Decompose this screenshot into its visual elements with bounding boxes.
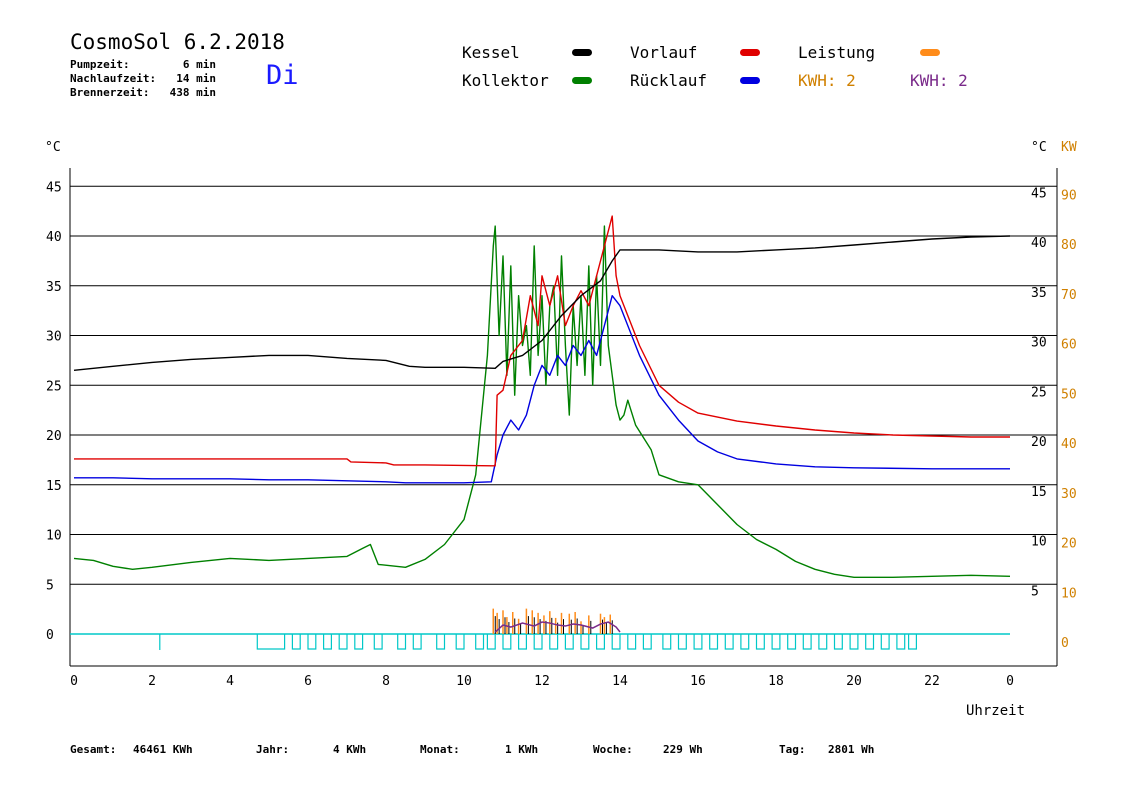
series-line-kollektor [73,225,1011,578]
x-tick-label: 6 [304,674,312,689]
footer-tag-label: Tag: [779,743,806,756]
footer-woche-value: 229 Wh [663,743,703,756]
y2-tick-label: 40 [1031,236,1047,251]
info-pumpzeit-value: 6 min [182,58,216,71]
legend-vorlauf-label: Vorlauf [630,43,698,62]
kw-tick-label: 80 [1061,238,1077,253]
pump-pulses [256,634,917,650]
footer-jahr-label: Jahr: [256,743,290,756]
kw-tick-label: 20 [1061,537,1077,552]
footer-monat-label: Monat: [420,743,460,756]
x-tick-label: 18 [768,674,784,689]
x-tick-label: 8 [382,674,390,689]
y-tick-label: 35 [46,280,62,295]
x-axis-label: Uhrzeit [966,703,1025,719]
x-tick-label: 10 [456,674,472,689]
kw-tick-label: 90 [1061,188,1077,203]
y2-tick-label: 5 [1031,584,1039,599]
legend-kwh-2: KWH: 2 [910,71,968,90]
y-axis-unit-right: °C [1031,140,1047,155]
legend-kessel-label: Kessel [462,43,520,62]
page-title: CosmoSol 6.2.2018 [70,30,285,54]
kw-tick-label: 30 [1061,487,1077,502]
x-tick-label: 0 [70,674,78,689]
kw-tick-label: 40 [1061,437,1077,452]
info-nachlaufzeit-label: Nachlaufzeit: [70,72,157,85]
legend-kessel-swatch [572,49,592,56]
legend-kwh-1: KWH: 2 [798,71,856,90]
legend-vorlauf-swatch [740,49,760,56]
kw-axis-unit: KW [1061,140,1077,155]
x-tick-label: 16 [690,674,706,689]
series-line-kessel [73,235,1011,371]
x-tick-label: 0 [1006,674,1014,689]
legend-ruecklauf-swatch [740,77,760,84]
footer-tag-value: 2801 Wh [828,743,875,756]
y-axis-unit-left: °C [45,140,61,155]
legend-ruecklauf-label: Rücklauf [630,71,708,90]
footer-woche-label: Woche: [593,743,633,756]
footer-jahr-value: 4 KWh [333,743,367,756]
footer-gesamt-value: 46461 KWh [133,743,193,756]
y-tick-label: 25 [46,379,62,394]
legend-kollektor-swatch [572,77,592,84]
kw-tick-label: 50 [1061,387,1077,402]
info-brennerzeit-label: Brennerzeit: [70,86,150,99]
x-tick-label: 2 [148,674,156,689]
y2-tick-label: 45 [1031,186,1047,201]
y-tick-label: 0 [46,628,54,643]
x-tick-label: 12 [534,674,550,689]
legend-leistung-label: Leistung [798,43,876,62]
x-tick-label: 14 [612,674,628,689]
kw-tick-label: 70 [1061,288,1077,303]
y-tick-label: 10 [46,529,62,544]
info-brennerzeit-value: 438 min [169,86,216,99]
y-tick-label: 5 [46,578,54,593]
kw-tick-label: 60 [1061,338,1077,353]
legend-kollektor-label: Kollektor [462,71,549,90]
info-nachlaufzeit-value: 14 min [176,72,216,85]
y2-tick-label: 15 [1031,485,1047,500]
x-tick-label: 4 [226,674,234,689]
y-tick-label: 20 [46,429,62,444]
y2-tick-label: 10 [1031,535,1047,550]
series-line-ruecklauf [74,295,1010,484]
weekday-label: Di [266,60,299,91]
footer-gesamt-label: Gesamt: [70,743,117,756]
x-tick-label: 20 [846,674,862,689]
legend-leistung-swatch [920,49,940,56]
info-pumpzeit-label: Pumpzeit: [70,58,130,71]
x-tick-label: 22 [924,674,940,689]
y2-tick-label: 25 [1031,385,1047,400]
y-tick-label: 45 [46,180,62,195]
y-tick-label: 30 [46,330,62,345]
series-line-vorlauf [74,215,1010,467]
y2-tick-label: 35 [1031,286,1047,301]
y2-tick-label: 30 [1031,336,1047,351]
kw-tick-label: 0 [1061,636,1069,651]
y2-tick-label: 20 [1031,435,1047,450]
kw-tick-label: 10 [1061,586,1077,601]
y-tick-label: 15 [46,479,62,494]
y-tick-label: 40 [46,230,62,245]
kwh-curve [494,621,621,633]
footer-monat-value: 1 KWh [505,743,539,756]
